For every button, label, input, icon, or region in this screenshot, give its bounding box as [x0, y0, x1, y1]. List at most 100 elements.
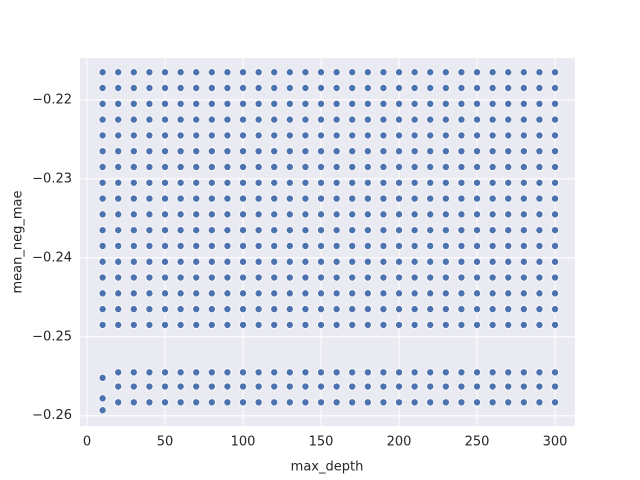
point: [473, 115, 482, 124]
point: [239, 257, 248, 266]
point: [363, 194, 372, 203]
point: [192, 257, 201, 266]
point: [473, 241, 482, 250]
point: [551, 273, 560, 282]
point: [379, 398, 388, 407]
point: [379, 320, 388, 329]
point: [192, 241, 201, 250]
point: [270, 305, 279, 314]
point: [301, 273, 310, 282]
point: [98, 273, 107, 282]
point: [176, 398, 185, 407]
point: [223, 68, 232, 77]
point: [457, 68, 466, 77]
point: [192, 99, 201, 108]
point: [301, 241, 310, 250]
point: [285, 99, 294, 108]
point: [270, 115, 279, 124]
point: [379, 84, 388, 93]
point: [145, 368, 154, 377]
y-tick-label: −0.26: [32, 408, 72, 423]
point: [473, 398, 482, 407]
point: [379, 368, 388, 377]
point: [457, 257, 466, 266]
point: [161, 241, 170, 250]
point: [254, 226, 263, 235]
point: [504, 178, 513, 187]
point: [457, 398, 466, 407]
point: [332, 99, 341, 108]
point: [457, 84, 466, 93]
point: [129, 84, 138, 93]
point: [129, 115, 138, 124]
point: [426, 289, 435, 298]
point: [457, 99, 466, 108]
point: [488, 382, 497, 391]
point: [410, 273, 419, 282]
x-tick-label: 0: [83, 435, 91, 450]
point: [317, 289, 326, 298]
point: [176, 226, 185, 235]
point: [379, 289, 388, 298]
point: [317, 368, 326, 377]
point: [114, 368, 123, 377]
point: [254, 368, 263, 377]
point: [473, 131, 482, 140]
point: [192, 398, 201, 407]
point: [379, 99, 388, 108]
point: [473, 305, 482, 314]
point: [519, 194, 528, 203]
point: [410, 305, 419, 314]
point: [457, 194, 466, 203]
point: [114, 194, 123, 203]
point: [317, 115, 326, 124]
point: [441, 305, 450, 314]
point: [504, 99, 513, 108]
point: [426, 382, 435, 391]
point: [192, 68, 201, 77]
point: [535, 68, 544, 77]
point: [410, 226, 419, 235]
point: [426, 162, 435, 171]
point: [457, 131, 466, 140]
point: [145, 194, 154, 203]
point: [348, 305, 357, 314]
point: [254, 162, 263, 171]
point: [114, 131, 123, 140]
point: [114, 257, 123, 266]
point: [192, 131, 201, 140]
point: [379, 241, 388, 250]
point: [114, 398, 123, 407]
point: [519, 115, 528, 124]
point: [98, 131, 107, 140]
point: [176, 289, 185, 298]
point: [504, 226, 513, 235]
point: [129, 131, 138, 140]
point: [161, 178, 170, 187]
point: [129, 147, 138, 156]
point: [426, 99, 435, 108]
point: [254, 178, 263, 187]
point: [192, 320, 201, 329]
point: [504, 115, 513, 124]
point: [332, 257, 341, 266]
point: [285, 289, 294, 298]
point: [551, 115, 560, 124]
point: [426, 210, 435, 219]
point: [488, 131, 497, 140]
point: [519, 241, 528, 250]
point: [519, 99, 528, 108]
point: [145, 320, 154, 329]
point: [317, 147, 326, 156]
point: [535, 162, 544, 171]
point: [207, 382, 216, 391]
point: [332, 368, 341, 377]
point: [504, 162, 513, 171]
point: [457, 178, 466, 187]
point: [161, 131, 170, 140]
point: [410, 99, 419, 108]
point: [535, 398, 544, 407]
point: [161, 320, 170, 329]
point: [488, 194, 497, 203]
point: [129, 210, 138, 219]
